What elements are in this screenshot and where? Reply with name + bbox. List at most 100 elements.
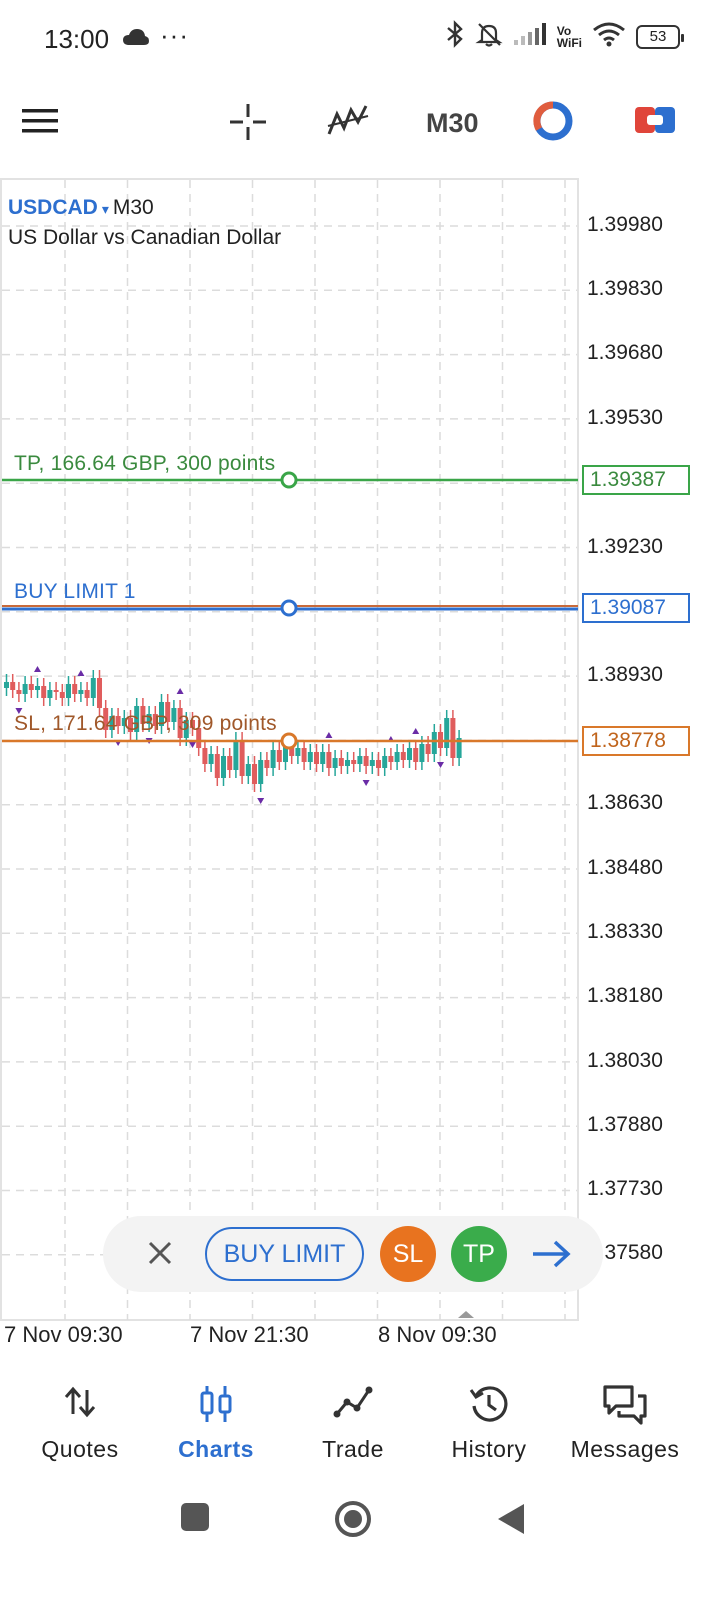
- take-profit-button[interactable]: TP: [451, 1226, 507, 1282]
- nav-label: History: [451, 1436, 527, 1462]
- take-profit-handle: [280, 471, 298, 489]
- one-click-trading-icon[interactable]: [532, 100, 574, 147]
- bottom-navigation: Quotes Charts Trade History Messages: [0, 1362, 720, 1472]
- status-time: 13:00: [44, 24, 110, 54]
- candle-body: [376, 760, 381, 768]
- nav-label: Trade: [322, 1436, 384, 1462]
- fractal-up-marker: [34, 666, 41, 672]
- candle-body: [382, 756, 388, 768]
- stop-loss-handle: [280, 732, 298, 750]
- candle-body: [152, 714, 158, 726]
- candle-body: [394, 752, 400, 762]
- nav-history[interactable]: History: [419, 1362, 559, 1472]
- fractal-down-marker: [362, 780, 370, 786]
- candle-body: [140, 706, 146, 724]
- time-axis-label: 8 Nov 09:30: [378, 1322, 497, 1347]
- candle-body: [351, 760, 357, 764]
- back-icon[interactable]: [496, 1502, 526, 1541]
- close-icon[interactable]: [143, 1236, 177, 1270]
- price-axis-label: 1.39680: [587, 341, 663, 364]
- price-axis-label: 1.37880: [587, 1113, 663, 1136]
- buy-limit-button[interactable]: BUY LIMIT: [205, 1227, 364, 1281]
- pending-order-bar: BUY LIMIT SL TP: [103, 1216, 603, 1292]
- price-axis-label: 1.38030: [587, 1049, 663, 1072]
- crosshair-icon[interactable]: [228, 102, 268, 147]
- symbol-caret-icon[interactable]: ▾: [101, 201, 109, 217]
- candle-body: [183, 720, 189, 738]
- candle-body: [326, 752, 332, 768]
- price-axis-label: 1.38630: [587, 791, 663, 814]
- candle-body: [258, 760, 264, 784]
- candle-body: [338, 758, 344, 766]
- candle-body: [400, 752, 406, 760]
- candle-body: [413, 748, 419, 762]
- nav-quotes[interactable]: Quotes: [10, 1362, 150, 1472]
- nav-charts[interactable]: Charts: [146, 1362, 286, 1472]
- candle-body: [28, 684, 34, 690]
- candle-body: [35, 686, 40, 690]
- cloud-icon: [122, 28, 150, 51]
- scroll-marker: [458, 1311, 474, 1318]
- fractal-up-marker: [412, 728, 420, 734]
- tp-line-label[interactable]: TP, 166.64 GBP, 300 points: [14, 452, 276, 475]
- symbol-header[interactable]: USDCAD ▾ M30: [8, 196, 154, 220]
- candle-body: [41, 686, 47, 698]
- recents-icon[interactable]: [180, 1502, 210, 1537]
- candle-body: [59, 692, 65, 698]
- system-navigation: [0, 1488, 720, 1558]
- candle-body: [407, 748, 412, 760]
- candle-body: [270, 750, 276, 768]
- candle-body: [128, 718, 133, 732]
- candle-body: [134, 706, 140, 732]
- time-axis-label: 7 Nov 21:30: [190, 1322, 309, 1347]
- candle-body: [66, 684, 71, 698]
- price-chart[interactable]: USDCAD ▾ M30 US Dollar vs Canadian Dollar …: [0, 178, 720, 1358]
- fractal-up-marker: [325, 732, 333, 738]
- home-icon[interactable]: [334, 1500, 372, 1543]
- tp-price-box: 1.39387: [582, 465, 690, 495]
- candle-body: [431, 732, 437, 754]
- price-axis-label: 1.38330: [587, 920, 663, 943]
- history-icon: [469, 1384, 509, 1429]
- status-icons: Vo WiFi 53: [445, 20, 684, 53]
- new-order-icon[interactable]: [634, 104, 676, 141]
- price-axis-label: 1.39980: [587, 213, 663, 236]
- candle-body: [159, 702, 164, 726]
- indicators-icon[interactable]: [326, 100, 370, 145]
- candle-body: [307, 752, 313, 762]
- symbol-description: US Dollar vs Canadian Dollar: [8, 226, 282, 249]
- candle-body: [72, 684, 78, 694]
- candle-body: [221, 756, 226, 778]
- candle-body: [276, 750, 282, 762]
- candle-body: [252, 764, 257, 784]
- candle-body: [10, 682, 16, 690]
- symbol-name[interactable]: USDCAD: [8, 196, 98, 219]
- fractal-down-marker: [437, 762, 444, 768]
- menu-icon[interactable]: [22, 108, 58, 139]
- candle-body: [214, 754, 220, 778]
- nav-label: Quotes: [41, 1436, 119, 1462]
- arrow-right-icon[interactable]: [529, 1236, 573, 1277]
- nav-trade[interactable]: Trade: [283, 1362, 423, 1472]
- fractal-down-marker: [257, 798, 265, 804]
- stop-loss-button[interactable]: SL: [380, 1226, 436, 1282]
- candle-body: [208, 754, 214, 764]
- candle-body: [320, 752, 326, 764]
- nav-label: Charts: [178, 1436, 254, 1462]
- candle-body: [103, 708, 109, 730]
- price-axis-label: 1.38930: [587, 663, 663, 686]
- battery-indicator: 53: [636, 24, 684, 49]
- buy-limit-line-label[interactable]: BUY LIMIT 1: [14, 580, 136, 603]
- vowifi-icon: Vo WiFi: [557, 25, 582, 49]
- candle-body: [109, 716, 115, 730]
- more-notifications-icon: ···: [160, 20, 189, 50]
- nav-messages[interactable]: Messages: [555, 1362, 695, 1472]
- chart-border: [0, 178, 579, 1321]
- candle-body: [419, 744, 425, 762]
- price-axis-label: 1.38180: [587, 984, 663, 1007]
- candle-body: [388, 756, 394, 762]
- price-axis-label: 1.39230: [587, 535, 663, 558]
- sl-line-label[interactable]: SL, 171.64 GBP, 309 points: [14, 712, 277, 735]
- candle-body: [357, 756, 363, 764]
- timeframe-selector[interactable]: M30: [426, 108, 479, 138]
